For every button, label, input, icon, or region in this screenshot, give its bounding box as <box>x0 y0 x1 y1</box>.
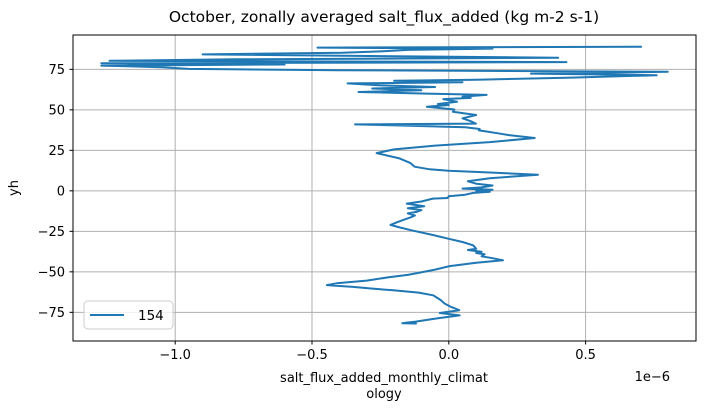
x-axis-offset-label: 1e−6 <box>635 370 670 385</box>
y-tick-label: 25 <box>48 144 65 159</box>
x-axis-label-line2: ology <box>366 387 402 402</box>
y-tick-label: −25 <box>38 225 65 240</box>
grid-lines <box>73 35 696 341</box>
series-line-154 <box>100 45 669 325</box>
y-tick-label: −75 <box>38 306 65 321</box>
y-axis-label: yh <box>7 180 22 196</box>
x-tick-label: 0.0 <box>438 348 459 363</box>
y-tick-label: 75 <box>48 63 65 78</box>
y-axis-ticks: 75 50 25 0 −25 −50 −75 <box>38 63 73 321</box>
chart-title: October, zonally averaged salt_flux_adde… <box>169 8 599 27</box>
data-series <box>100 45 669 325</box>
x-axis-label-line1: salt_flux_added_monthly_climat <box>280 371 488 386</box>
x-tick-label: −1.0 <box>159 348 191 363</box>
y-tick-label: −50 <box>38 265 65 280</box>
x-axis-ticks: −1.0 −0.5 0.0 0.5 <box>159 341 596 363</box>
x-tick-label: 0.5 <box>575 348 596 363</box>
legend-label: 154 <box>138 308 164 324</box>
y-tick-label: 0 <box>57 184 65 199</box>
axes-frame <box>72 34 697 342</box>
legend: 154 <box>83 300 174 330</box>
x-tick-label: −0.5 <box>296 348 328 363</box>
legend-box <box>83 300 174 330</box>
y-tick-label: 50 <box>48 103 65 118</box>
